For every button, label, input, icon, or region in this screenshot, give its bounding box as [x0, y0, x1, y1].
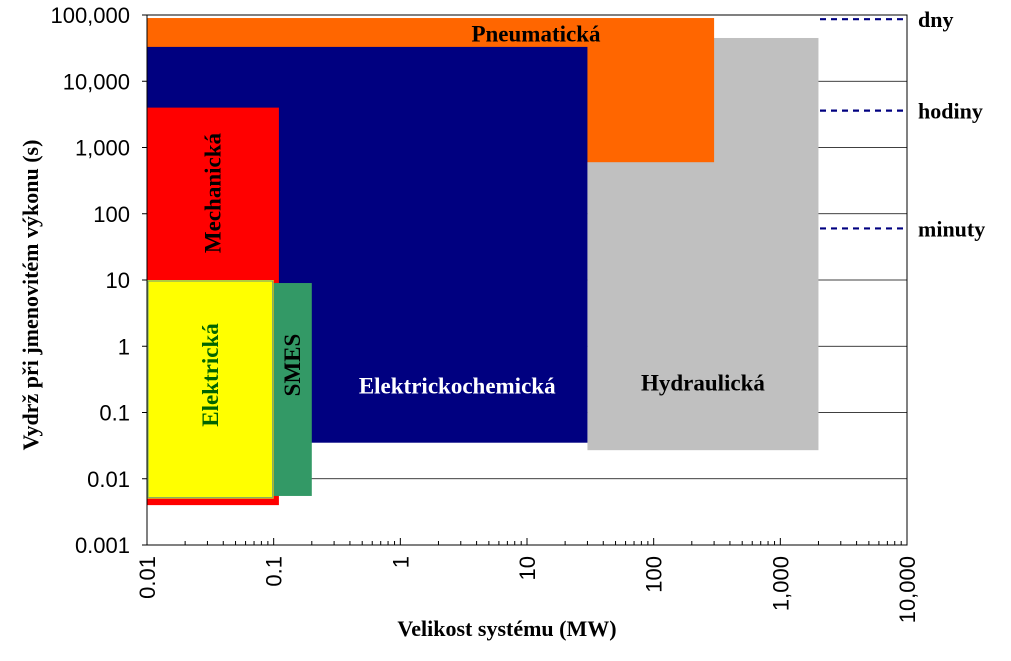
region-label-pneumaticka: Pneumatická — [471, 22, 601, 47]
x-tick-label: 10 — [515, 556, 540, 580]
x-tick-label: 0.1 — [262, 556, 287, 587]
reference-label: dny — [918, 7, 953, 32]
region-outline — [147, 280, 274, 499]
reference-label: hodiny — [918, 99, 983, 124]
y-tick-label: 0.01 — [87, 467, 130, 492]
x-axis-title: Velikost systému (MW) — [397, 616, 616, 641]
reference-label: minuty — [918, 216, 985, 241]
x-tick-label: 0.01 — [135, 556, 160, 599]
region-labels: Hydraulická Pneumatická Elektrickochemická… — [198, 22, 766, 427]
x-tick-label: 1 — [388, 556, 413, 568]
y-tick-label: 1,000 — [75, 136, 130, 161]
region-smes — [273, 283, 312, 496]
time-reference-labels: dny hodiny minuty — [918, 7, 985, 241]
y-axis-tick-labels: 0.001 0.01 0.1 1 10 100 1,000 10,000 100,000 — [50, 3, 130, 558]
region-label-hydraulicka: Hydraulická — [641, 371, 765, 396]
region-label-mechanicka: Mechanická — [200, 132, 225, 253]
x-tick-label: 1,000 — [768, 556, 793, 611]
region-label-smes: SMES — [280, 334, 305, 397]
y-axis-title: Vydrž při jmenovitém výkonu (s) — [18, 140, 43, 451]
y-tick-label: 0.001 — [75, 533, 130, 558]
y-tick-label: 100 — [93, 202, 130, 227]
y-tick-label: 1 — [118, 334, 130, 359]
technology-regions — [147, 18, 819, 506]
y-tick-label: 0.1 — [99, 401, 130, 426]
x-tick-label: 10,000 — [895, 556, 920, 623]
x-axis-tick-labels: 0.01 0.1 1 10 100 1,000 10,000 — [135, 556, 920, 623]
time-reference-lines — [820, 18, 907, 230]
x-tick-label: 100 — [642, 556, 667, 593]
y-tick-label: 100,000 — [50, 3, 130, 28]
axis-ticks — [142, 14, 908, 546]
y-tick-label: 10 — [106, 268, 130, 293]
region-elektricka — [147, 280, 274, 499]
y-tick-label: 10,000 — [63, 69, 130, 94]
region-label-elektricka: Elektrická — [198, 323, 223, 427]
region-label-elektrickochemicka: Elektrickochemická — [359, 374, 556, 399]
